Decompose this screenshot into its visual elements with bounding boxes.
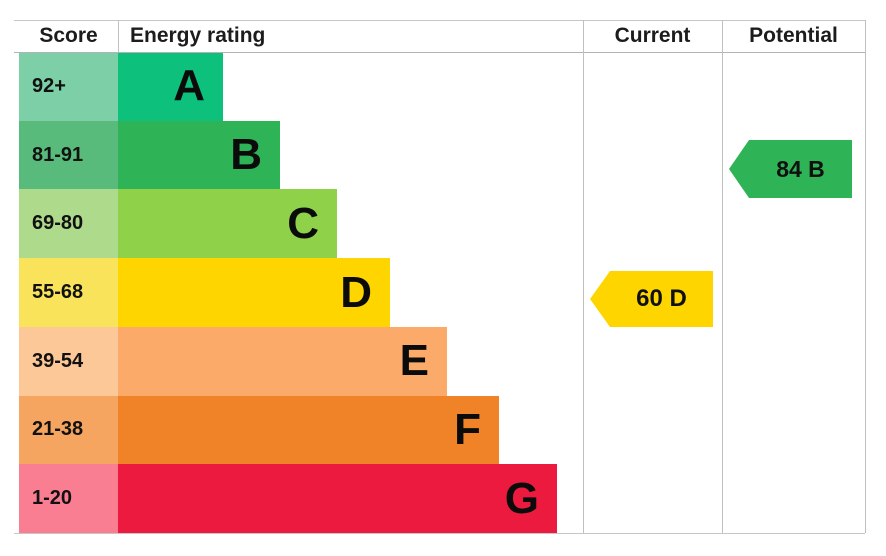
score-range-c: 69-80 xyxy=(19,189,118,259)
band-row-a: 92+ A xyxy=(14,52,865,121)
header-score: Score xyxy=(39,24,98,47)
band-row-g: 1-20 G xyxy=(14,464,865,534)
rating-bar-g: G xyxy=(118,464,557,534)
rating-bar-d: D xyxy=(118,258,390,327)
rating-bar-e: E xyxy=(118,326,447,396)
rating-bar-b: B xyxy=(118,120,280,190)
band-row-e: 39-54 E xyxy=(14,326,865,396)
rating-bar-a: A xyxy=(118,52,223,121)
score-range-e: 39-54 xyxy=(19,326,118,396)
chart-header: Score Energy rating Current Potential xyxy=(14,20,865,52)
score-range-a: 92+ xyxy=(19,52,118,121)
header-potential: Potential xyxy=(749,24,838,47)
rating-bar-c: C xyxy=(118,189,337,259)
header-current: Current xyxy=(614,24,691,47)
score-column-divider xyxy=(118,20,119,52)
potential-rating-arrow: 84 B xyxy=(729,140,852,198)
header-divider-line xyxy=(14,52,865,53)
chart-bottom-border xyxy=(14,533,865,534)
current-rating-arrow: 60 D xyxy=(590,271,713,327)
score-range-f: 21-38 xyxy=(19,395,118,465)
current-column-right-line xyxy=(722,20,723,533)
score-range-g: 1-20 xyxy=(19,464,118,534)
score-range-b: 81-91 xyxy=(19,120,118,190)
band-row-c: 69-80 C xyxy=(14,189,865,259)
header-energy-rating: Energy rating xyxy=(130,24,266,47)
band-row-f: 21-38 F xyxy=(14,395,865,465)
rating-bands: 92+ A 81-91 B 69-80 C 55-68 D 39-54 E 21… xyxy=(14,52,865,534)
chart-top-border xyxy=(14,20,865,21)
chart-right-border xyxy=(865,20,866,533)
band-row-d: 55-68 D xyxy=(14,258,865,327)
score-range-d: 55-68 xyxy=(19,258,118,327)
epc-rating-chart: Score Energy rating Current Potential 92… xyxy=(14,20,866,535)
band-row-b: 81-91 B xyxy=(14,120,865,190)
rating-bar-f: F xyxy=(118,395,499,465)
current-column-left-line xyxy=(583,20,584,533)
